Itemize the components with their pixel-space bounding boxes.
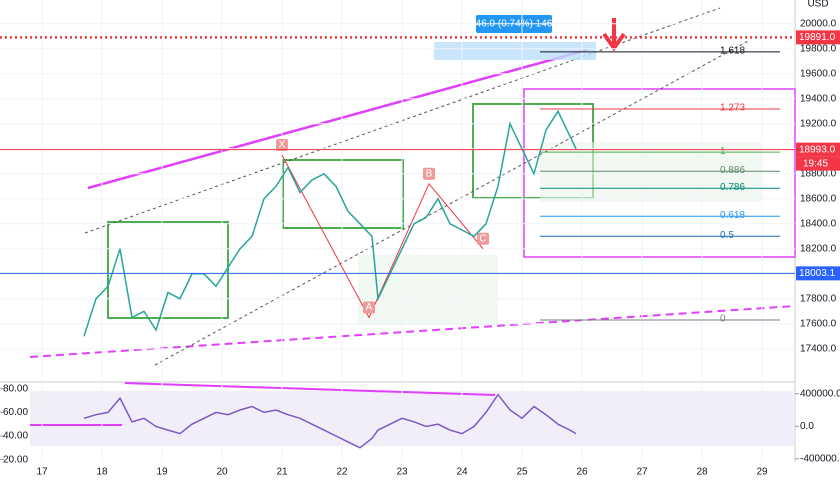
y-tick-label: 17600.0: [800, 318, 837, 329]
y-tick-label: 60.00: [3, 407, 28, 418]
x-tick-label: 18: [96, 467, 108, 478]
fib-label: 0.618: [720, 210, 745, 221]
price-tag: [796, 156, 840, 171]
x-tick-label: 23: [396, 467, 408, 478]
price-tag: [796, 30, 840, 45]
fib-label: 0.886: [720, 165, 745, 176]
x-tick-label: 19: [156, 467, 168, 478]
y-tick-label: 19800.0: [800, 43, 837, 54]
price-tag: [796, 142, 840, 157]
y-tick-label: 20000.0: [800, 18, 837, 29]
x-tick-label: 26: [576, 467, 588, 478]
y-tick-label: 18600.0: [800, 193, 837, 204]
pattern-box: [282, 159, 404, 229]
trend-line: [87, 48, 588, 190]
series-line: [83, 109, 577, 337]
pattern-point: [276, 139, 288, 151]
x-tick-label: 22: [336, 467, 348, 478]
y-tick-label: 18400.0: [800, 218, 837, 229]
pattern-point: [363, 301, 375, 314]
price-tag-label: 18003.1: [799, 268, 836, 279]
price-tag-label: 18993.0: [799, 144, 836, 155]
currency-label: USD: [807, 0, 828, 10]
y2-tick-label: -400000.0: [800, 453, 840, 464]
fib-label: 0.786: [720, 182, 745, 193]
y-tick-label: 17400.0: [800, 343, 837, 354]
x-tick-label: 25: [516, 467, 528, 478]
y2-tick-label: 0.0: [800, 421, 814, 432]
y-tick-label: 19200.0: [800, 118, 837, 129]
pattern-point: [423, 167, 435, 180]
x-tick-label: 27: [636, 467, 648, 478]
y-tick-label: 40.00: [3, 431, 28, 442]
pattern-label: B: [426, 168, 433, 179]
pattern-label: A: [366, 302, 373, 313]
rsi-band: [30, 391, 795, 446]
y-tick-label: 17800.0: [800, 293, 837, 304]
x-tick-label: 17: [36, 467, 48, 478]
series-line: [83, 393, 577, 449]
x-tick-label: 28: [696, 467, 708, 478]
x-tick-label: 29: [756, 467, 768, 478]
fib-label: 0.5: [720, 230, 734, 241]
price-tag-time: 19:45: [803, 158, 828, 169]
y-tick-label: 18800.0: [800, 168, 837, 179]
pattern-point: [477, 232, 489, 245]
x-tick-label: 20: [216, 467, 228, 478]
pattern-line: [281, 154, 484, 319]
channel-line: [154, 39, 751, 366]
y-tick-label: 19400.0: [800, 93, 837, 104]
measure-box: [434, 42, 596, 60]
x-tick-label: 24: [456, 467, 468, 478]
pattern-label: X: [279, 140, 286, 151]
fib-label: 1.618: [720, 46, 745, 57]
price-tag: [796, 266, 840, 281]
y-tick-label: 19600.0: [800, 68, 837, 79]
target-zone: [358, 255, 498, 325]
arrow-marker: [602, 18, 626, 52]
x-tick-label: 21: [276, 467, 288, 478]
fib-label: 1.273: [720, 103, 745, 114]
y-tick-label: 20.00: [3, 454, 28, 465]
trend-line: [29, 305, 796, 358]
pattern-box: [107, 221, 229, 319]
zone-box: [523, 88, 796, 258]
divergence-line: [124, 382, 496, 396]
y2-tick-label: 400000.0: [800, 388, 840, 399]
fib-label: 1: [720, 146, 726, 157]
price-tag-label: 19891.0: [799, 32, 836, 43]
pattern-label: C: [479, 233, 486, 244]
fib-label: 0: [720, 314, 726, 325]
y-tick-label: 80.00: [3, 383, 28, 394]
y-tick-label: 18200.0: [800, 243, 837, 254]
